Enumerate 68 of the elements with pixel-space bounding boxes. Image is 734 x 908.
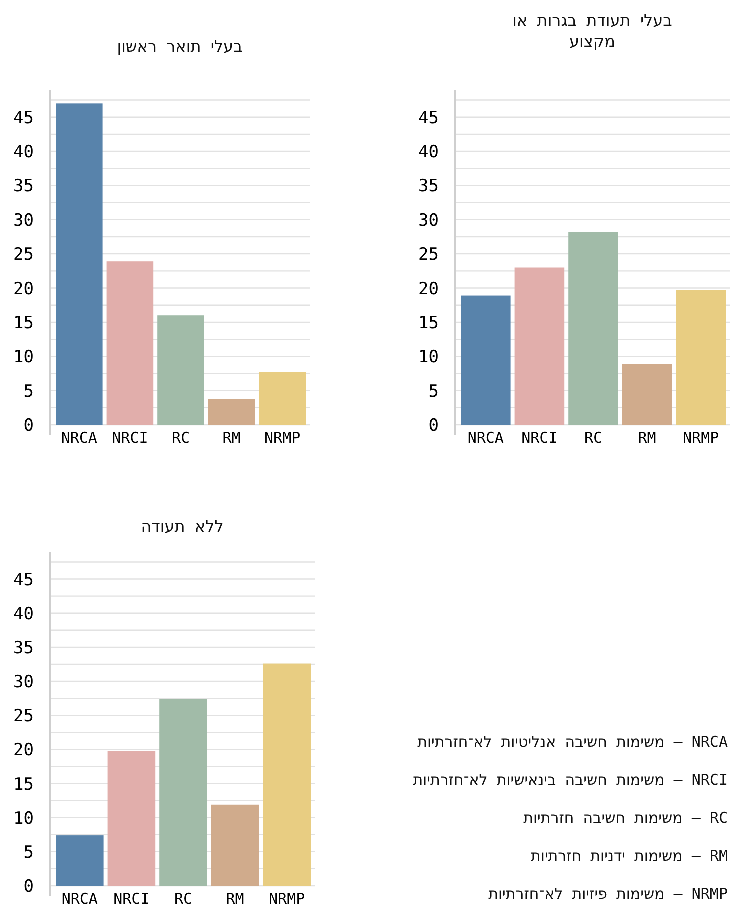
x-tick-label: NRCI	[114, 890, 150, 908]
text: RM – משימות ידניות חזרתיות	[531, 847, 728, 865]
bar	[263, 664, 311, 886]
x-tick-label: RM	[222, 429, 241, 447]
y-tick-label: 45	[14, 108, 34, 128]
bar	[158, 316, 204, 425]
y-tick-label: 5	[24, 382, 34, 402]
bar	[568, 232, 618, 425]
y-tick-label: 20	[14, 279, 34, 300]
x-tick-label: NRCI	[522, 429, 558, 447]
x-tick-label: RM	[638, 429, 656, 447]
bar	[514, 268, 565, 425]
y-tick-label: 30	[418, 210, 439, 231]
y-tick-label: 20	[14, 740, 34, 761]
bar	[108, 751, 156, 886]
x-tick-label: NRMP	[264, 429, 301, 447]
y-tick-label: 35	[418, 176, 439, 197]
y-tick-label: 0	[24, 416, 34, 436]
bar	[56, 104, 103, 425]
text: RC – משימות חשיבה חזרתיות	[524, 809, 728, 827]
bar	[160, 699, 208, 886]
chart-title: ללא תעודה	[140, 516, 225, 537]
chart-title: בעלי תעודת בגרות או מקצוע	[512, 10, 674, 52]
y-tick-label: 5	[428, 382, 439, 402]
y-tick-label: 15	[14, 313, 34, 334]
chart-title: בעלי תואר ראשון	[116, 36, 244, 57]
bar	[56, 836, 104, 886]
y-tick-label: 35	[14, 638, 34, 658]
y-tick-label: 20	[418, 279, 439, 300]
text: NRMP – משימות פיזיות לא־חזרתיות	[488, 885, 728, 903]
y-tick-label: 25	[418, 245, 439, 266]
y-tick-label: 25	[14, 245, 34, 266]
x-tick-label: RC	[584, 429, 603, 447]
y-tick-label: 0	[428, 416, 439, 436]
y-tick-label: 15	[14, 774, 34, 795]
x-tick-label: NRCA	[468, 429, 504, 447]
x-tick-label: NRMP	[683, 429, 720, 447]
y-tick-label: 10	[14, 808, 34, 829]
y-tick-label: 10	[14, 348, 34, 368]
y-tick-label: 0	[24, 877, 34, 897]
x-tick-label: RM	[226, 890, 244, 908]
y-tick-label: 40	[14, 604, 34, 624]
x-tick-label: RC	[172, 429, 190, 447]
text: NRCA – משימות חשיבה אנליטיות לא־חזרתיות	[418, 733, 728, 751]
bar	[211, 804, 260, 886]
y-tick-label: 45	[418, 108, 439, 128]
text: NRCI – משימות חשיבה בינאישיות לא־חזרתיות	[413, 771, 728, 789]
y-tick-label: 35	[14, 176, 34, 197]
y-tick-label: 45	[14, 570, 34, 590]
bar	[622, 364, 672, 425]
bar	[461, 296, 511, 425]
x-tick-label: NRMP	[269, 890, 306, 908]
bar	[259, 372, 306, 425]
bar	[106, 262, 154, 425]
y-tick-label: 30	[14, 672, 34, 693]
y-tick-label: 15	[418, 313, 439, 334]
y-tick-label: 40	[418, 142, 439, 163]
y-tick-label: 25	[14, 706, 34, 727]
x-tick-label: NRCA	[61, 429, 98, 447]
bar	[208, 399, 256, 425]
y-tick-label: 30	[14, 210, 34, 231]
x-tick-label: NRCA	[62, 890, 98, 908]
y-tick-label: 5	[24, 842, 34, 863]
x-tick-label: NRCI	[112, 429, 148, 447]
x-tick-label: RC	[174, 890, 193, 908]
y-tick-label: 40	[14, 142, 34, 163]
y-tick-label: 10	[418, 348, 439, 368]
bar	[676, 290, 726, 425]
